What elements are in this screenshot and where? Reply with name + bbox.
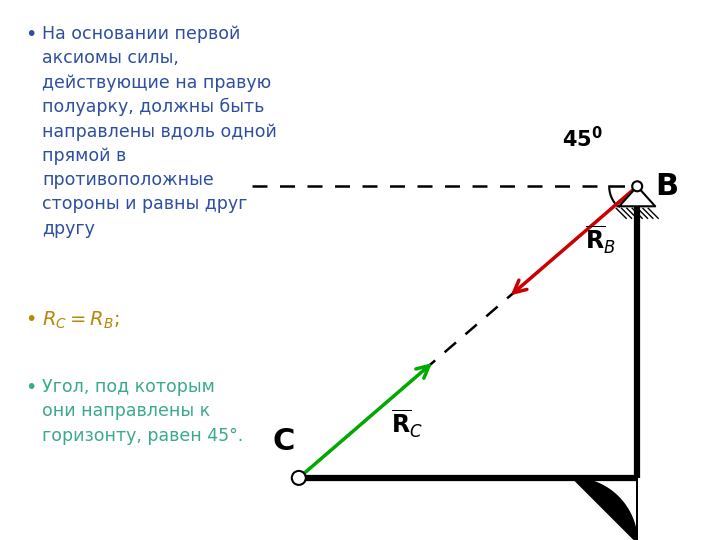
Circle shape xyxy=(292,471,306,485)
Polygon shape xyxy=(572,478,637,540)
Text: $R_C = R_B$;: $R_C = R_B$; xyxy=(42,310,120,332)
Text: B: B xyxy=(655,172,678,201)
Text: C: C xyxy=(273,427,295,456)
Text: •: • xyxy=(25,25,37,44)
Text: На основании первой
аксиомы силы,
действующие на правую
полуарку, должны быть
на: На основании первой аксиомы силы, действ… xyxy=(42,25,277,238)
Circle shape xyxy=(632,181,642,191)
Text: Угол, под которым
они направлены к
горизонту, равен 45°.: Угол, под которым они направлены к гориз… xyxy=(42,378,243,444)
Polygon shape xyxy=(619,186,655,206)
Text: $\mathbf{\overline{R}}_{B}$: $\mathbf{\overline{R}}_{B}$ xyxy=(585,224,616,255)
Text: •: • xyxy=(25,378,37,397)
Text: 45$^\mathbf{0}$: 45$^\mathbf{0}$ xyxy=(562,126,603,151)
Text: •: • xyxy=(25,310,37,329)
Text: $\mathbf{\overline{R}}_{C}$: $\mathbf{\overline{R}}_{C}$ xyxy=(391,408,423,440)
